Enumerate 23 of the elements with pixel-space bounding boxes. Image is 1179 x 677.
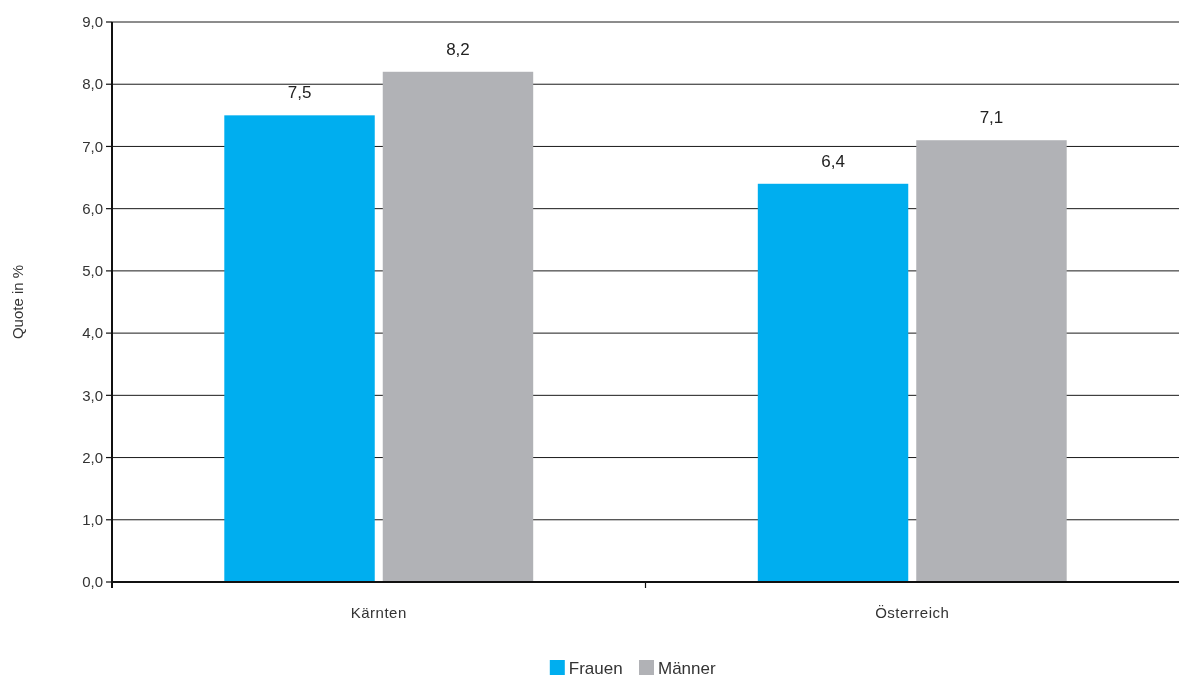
- y-tick-label: 0,0: [82, 573, 103, 591]
- legend-label: Frauen: [568, 659, 623, 677]
- bar: [916, 140, 1067, 582]
- y-tick-label: 3,0: [82, 386, 103, 404]
- y-tick-label: 6,0: [82, 199, 103, 217]
- y-axis-title: Quote in %: [9, 264, 26, 340]
- data-label: 8,2: [446, 39, 470, 59]
- y-tick-label: 7,0: [82, 137, 103, 155]
- x-tick-label: Österreich: [875, 604, 950, 621]
- data-label: 7,1: [979, 108, 1004, 128]
- data-label: 7,5: [287, 83, 312, 103]
- data-label: 6,4: [821, 151, 845, 171]
- bar: [224, 115, 375, 582]
- y-tick-label: 9,0: [82, 13, 103, 31]
- x-tick-label: Kärnten: [350, 604, 407, 621]
- bar: [757, 183, 909, 582]
- bar: [382, 71, 534, 582]
- legend-label: Männer: [658, 659, 716, 677]
- y-tick-label: 8,0: [82, 75, 103, 93]
- y-tick-label: 2,0: [82, 448, 103, 466]
- y-tick-label: 1,0: [82, 511, 103, 529]
- y-tick-label: 5,0: [82, 262, 103, 280]
- y-tick-label: 4,0: [82, 324, 103, 342]
